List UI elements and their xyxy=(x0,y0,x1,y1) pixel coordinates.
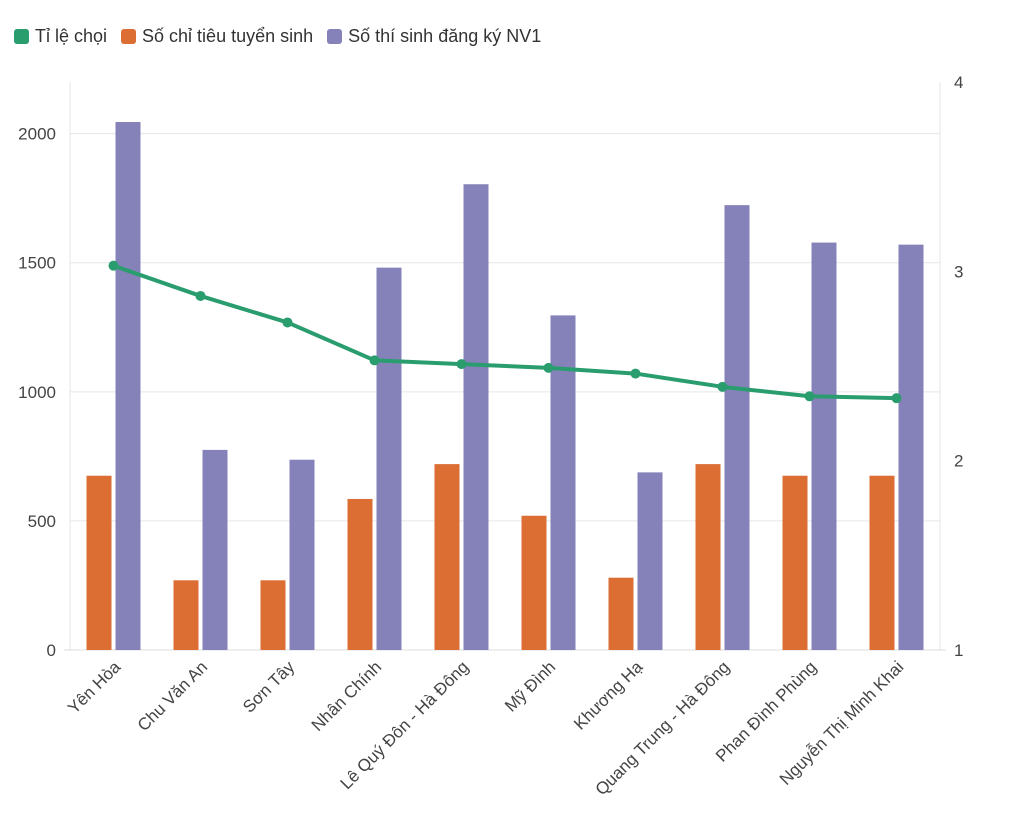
bar-quota xyxy=(869,475,895,650)
bar-applicants xyxy=(289,459,315,650)
legend-label-ratio: Tỉ lệ chọi xyxy=(35,26,108,46)
legend-item-ratio[interactable]: Tỉ lệ chọi xyxy=(14,26,107,47)
bar-applicants xyxy=(811,242,837,650)
bar-quota xyxy=(434,464,460,650)
bar-quota xyxy=(608,577,634,650)
bar-applicants xyxy=(463,184,489,651)
legend-label-quota: Số chỉ tiêu tuyển sinh xyxy=(142,26,314,46)
point-ratio xyxy=(891,393,902,404)
bar-applicants xyxy=(376,267,402,650)
y-right-tick-label: 1 xyxy=(954,641,963,660)
y-right-tick-label: 2 xyxy=(954,452,963,471)
point-ratio xyxy=(717,381,728,392)
x-tick-label: Chu Văn An xyxy=(134,657,212,735)
legend-item-quota[interactable]: Số chỉ tiêu tuyển sinh xyxy=(121,26,313,47)
bar-applicants xyxy=(550,315,576,650)
legend-label-applicants: Số thí sinh đăng ký NV1 xyxy=(348,26,542,46)
point-ratio xyxy=(195,290,206,301)
bar-applicants xyxy=(724,205,750,651)
legend-item-applicants[interactable]: Số thí sinh đăng ký NV1 xyxy=(327,26,541,47)
bar-applicants xyxy=(637,472,663,650)
x-tick-label: Sơn Tây xyxy=(239,657,299,717)
bar-quota xyxy=(86,475,112,650)
x-tick-label: Mỹ Đình xyxy=(501,657,559,715)
bar-applicants xyxy=(898,244,924,650)
bar-quota xyxy=(173,580,199,650)
chart-legend: Tỉ lệ chọi Số chỉ tiêu tuyển sinh Số thí… xyxy=(14,26,541,47)
point-ratio xyxy=(543,362,554,373)
point-ratio xyxy=(282,317,293,328)
point-ratio xyxy=(630,368,641,379)
bar-quota xyxy=(521,515,547,650)
y-right-tick-label: 4 xyxy=(954,73,963,92)
y-left-tick-label: 2000 xyxy=(18,125,56,144)
y-left-tick-label: 0 xyxy=(47,641,56,660)
bar-quota xyxy=(347,498,373,650)
legend-swatch-ratio xyxy=(14,29,29,44)
point-ratio xyxy=(369,355,380,366)
bar-quota xyxy=(260,580,286,650)
y-left-tick-label: 1000 xyxy=(18,383,56,402)
legend-swatch-applicants xyxy=(327,29,343,44)
y-right-tick-label: 3 xyxy=(954,262,963,281)
x-tick-label: Khương Hạ xyxy=(570,657,647,734)
bar-applicants xyxy=(115,122,141,650)
x-tick-label: Nhân Chính xyxy=(308,657,386,735)
legend-swatch-quota xyxy=(121,29,137,44)
bar-applicants xyxy=(202,449,228,650)
x-tick-label: Yên Hòa xyxy=(64,657,125,718)
point-ratio xyxy=(108,260,119,271)
y-left-tick-label: 1500 xyxy=(18,254,56,273)
bar-quota xyxy=(782,475,808,650)
line-ratio xyxy=(112,263,897,401)
y-left-tick-label: 500 xyxy=(28,512,56,531)
point-ratio xyxy=(804,391,815,402)
point-ratio xyxy=(456,359,467,370)
bar-quota xyxy=(695,464,721,650)
